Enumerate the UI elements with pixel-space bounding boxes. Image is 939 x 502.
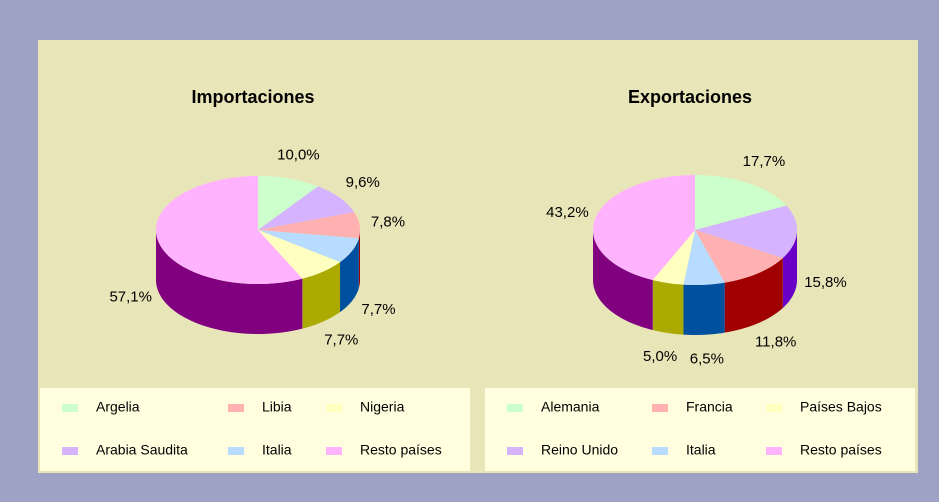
pie-side — [358, 230, 360, 289]
data-label: 10,0% — [277, 147, 320, 164]
legend-swatch — [507, 404, 523, 412]
data-label: 17,7% — [743, 153, 786, 170]
data-label: 9,6% — [346, 174, 380, 191]
legend-swatch — [326, 447, 342, 455]
pie-slice — [258, 212, 360, 239]
pie-slice — [156, 176, 303, 284]
data-label: 11,8% — [755, 334, 796, 351]
legend-box — [40, 388, 470, 471]
pie-slice — [683, 230, 725, 285]
legend-label: Italia — [262, 442, 292, 458]
legend-label: Libia — [262, 399, 292, 415]
pie-slice — [695, 205, 797, 258]
legend-swatch — [652, 447, 668, 455]
pie-side — [593, 230, 653, 331]
pie-slice — [695, 230, 783, 283]
legend-swatch — [228, 404, 244, 412]
data-label: 7,7% — [324, 331, 358, 348]
legend-label: Italia — [686, 442, 716, 458]
chart-title: Exportaciones — [628, 87, 752, 107]
pie-slice — [258, 230, 359, 263]
pie-side — [156, 230, 303, 334]
legend-swatch — [62, 447, 78, 455]
data-label: 43,2% — [546, 204, 589, 221]
legend-label: Alemania — [541, 399, 600, 415]
legend-swatch — [228, 447, 244, 455]
legend-swatch — [507, 447, 523, 455]
chart-title: Importaciones — [191, 87, 314, 107]
legend-swatch — [766, 404, 782, 412]
legend-label: Reino Unido — [541, 442, 618, 458]
pie-slice — [652, 230, 695, 285]
pie-side — [302, 262, 341, 329]
data-label: 5,0% — [643, 348, 677, 365]
pie-slice — [695, 175, 787, 230]
legend-swatch — [62, 404, 78, 412]
legend-label: Francia — [686, 399, 733, 415]
legend-box — [485, 388, 915, 471]
pie-slice — [593, 175, 695, 281]
data-label: 6,5% — [690, 350, 724, 367]
legend-swatch — [766, 447, 782, 455]
legend-label: Arabia Saudita — [96, 442, 188, 458]
legend-label: Resto países — [800, 442, 882, 458]
pie-side — [340, 238, 359, 313]
pie-side — [683, 282, 725, 335]
pie-slice — [258, 230, 341, 279]
data-label: 15,8% — [804, 274, 847, 291]
legend-label: Países Bajos — [800, 399, 882, 415]
data-label: 57,1% — [109, 288, 152, 305]
legend-label: Resto países — [360, 442, 442, 458]
data-label: 7,7% — [361, 301, 395, 318]
legend-swatch — [326, 404, 342, 412]
legend-swatch — [652, 404, 668, 412]
pie-side — [782, 230, 797, 308]
legend-label: Nigeria — [360, 399, 405, 415]
pie-side — [724, 258, 783, 333]
pie-slice — [258, 176, 319, 230]
legend-label: Argelia — [96, 399, 140, 415]
pie-side — [652, 280, 684, 335]
data-label: 7,8% — [371, 214, 405, 231]
pie-slice — [258, 186, 355, 230]
